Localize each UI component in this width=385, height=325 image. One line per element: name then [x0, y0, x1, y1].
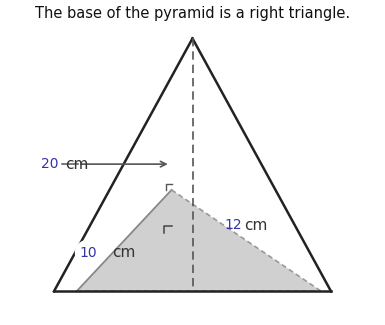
- Text: cm: cm: [244, 218, 268, 233]
- Polygon shape: [77, 190, 321, 292]
- Text: 20: 20: [41, 157, 59, 171]
- Text: The base of the pyramid is a right triangle.: The base of the pyramid is a right trian…: [35, 6, 350, 21]
- Text: 10: 10: [79, 246, 97, 260]
- Text: cm: cm: [65, 157, 89, 172]
- Text: cm: cm: [112, 245, 135, 260]
- Text: 12: 12: [225, 218, 242, 232]
